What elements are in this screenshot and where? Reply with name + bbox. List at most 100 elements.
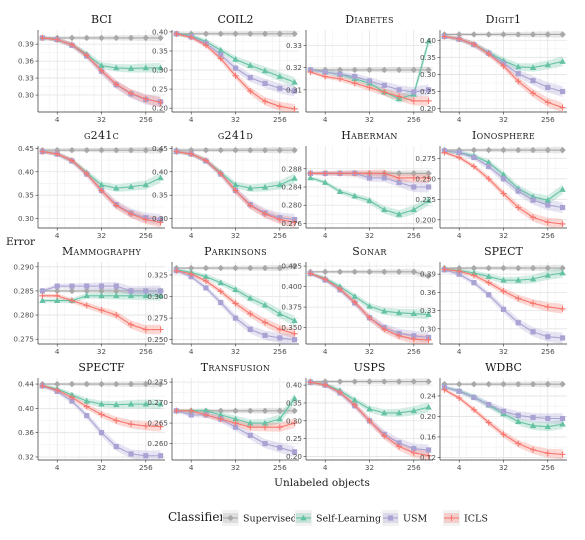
data-point (351, 66, 358, 74)
data-point (276, 103, 283, 110)
data-point (515, 418, 522, 424)
y-tick-label: 0.30 (18, 214, 34, 223)
panel-title: Transfusion (201, 361, 270, 374)
data-point (98, 400, 105, 407)
data-point (410, 268, 418, 276)
data-point (470, 41, 477, 48)
x-tick-label: 256 (139, 231, 153, 240)
data-point (395, 211, 403, 217)
x-tick-label: 4 (189, 115, 194, 124)
data-point (127, 65, 135, 71)
data-point (53, 380, 61, 388)
data-point (157, 453, 164, 459)
data-point (142, 400, 150, 407)
data-point (337, 71, 343, 77)
data-point (515, 63, 522, 70)
data-point (500, 146, 507, 154)
panel-sonar: Sonar 4 32 256 0.425 0.400 0.375 0.350 (281, 245, 433, 356)
data-point (232, 65, 239, 71)
data-point (396, 174, 403, 181)
data-point (500, 190, 507, 197)
y-tick-label: 0.250 (147, 335, 168, 344)
data-point (217, 46, 224, 53)
data-point (322, 381, 329, 388)
plot-area (441, 146, 566, 228)
data-point (456, 149, 462, 156)
data-point (425, 184, 432, 190)
data-point (247, 294, 254, 301)
x-tick-label: 4 (457, 115, 462, 124)
data-point (321, 179, 329, 185)
data-point (84, 413, 90, 419)
data-point (188, 271, 195, 278)
data-point (485, 31, 492, 38)
data-point (232, 264, 239, 272)
data-point (68, 157, 75, 164)
confidence-band (176, 149, 295, 226)
data-point (352, 73, 358, 80)
data-point (68, 147, 76, 154)
data-point (291, 30, 298, 38)
data-point (411, 445, 417, 452)
data-point (456, 154, 463, 161)
data-point (83, 380, 90, 388)
data-point (247, 310, 254, 317)
data-point (83, 52, 90, 59)
y-tick-label: 0.20 (152, 104, 168, 113)
plot-area (307, 169, 432, 219)
data-point (142, 326, 149, 333)
data-point (232, 315, 239, 321)
data-point (113, 283, 119, 289)
data-point (500, 31, 507, 38)
data-point (247, 202, 254, 209)
data-point (396, 93, 403, 100)
data-point (157, 64, 164, 71)
y-tick-label: 0.36 (18, 428, 34, 437)
data-point (188, 412, 194, 418)
x-tick-label: 32 (97, 115, 106, 124)
data-point (127, 34, 135, 42)
x-tick-label: 4 (55, 231, 60, 240)
y-tick-label: 0.45 (18, 144, 34, 153)
confidence-band (444, 268, 563, 344)
panel-spect: SPECT 4 32 256 0.39 0.36 0.33 0.30 (420, 245, 567, 356)
y-tick-label: 0.260 (147, 439, 168, 448)
data-point (559, 104, 566, 111)
data-point (39, 292, 46, 299)
confidence-band (444, 388, 563, 460)
data-point (128, 288, 134, 294)
data-point (544, 146, 552, 154)
data-point (425, 403, 432, 410)
data-point (202, 42, 209, 49)
data-point (98, 67, 105, 74)
data-point (217, 170, 224, 177)
data-point (128, 421, 135, 428)
data-point (83, 287, 90, 295)
panel-digit1: Digit1 4 32 256 0.40 0.35 0.30 0.25 0.20 (420, 13, 567, 124)
data-point (500, 306, 507, 312)
data-point (485, 159, 492, 165)
data-point (113, 202, 120, 209)
data-point (366, 170, 373, 177)
data-point (307, 69, 314, 76)
data-point (262, 210, 269, 217)
data-point (559, 186, 566, 192)
data-point (291, 420, 298, 427)
data-point (515, 264, 522, 272)
data-point (471, 154, 477, 161)
x-tick-label: 256 (541, 231, 555, 240)
data-point (232, 420, 239, 427)
data-point (322, 73, 329, 80)
x-tick-label: 4 (323, 231, 328, 240)
data-point (470, 264, 478, 272)
data-point (262, 332, 268, 338)
data-point (411, 333, 417, 339)
data-point (559, 220, 566, 227)
panel-title: Haberman (341, 129, 397, 142)
data-point (188, 150, 195, 157)
panel-coil2: COIL2 4 32 256 0.40 0.35 0.30 0.25 0.20 (152, 13, 299, 124)
data-point (396, 179, 402, 186)
data-point (98, 34, 105, 42)
data-point (291, 219, 298, 226)
data-point (471, 280, 477, 286)
